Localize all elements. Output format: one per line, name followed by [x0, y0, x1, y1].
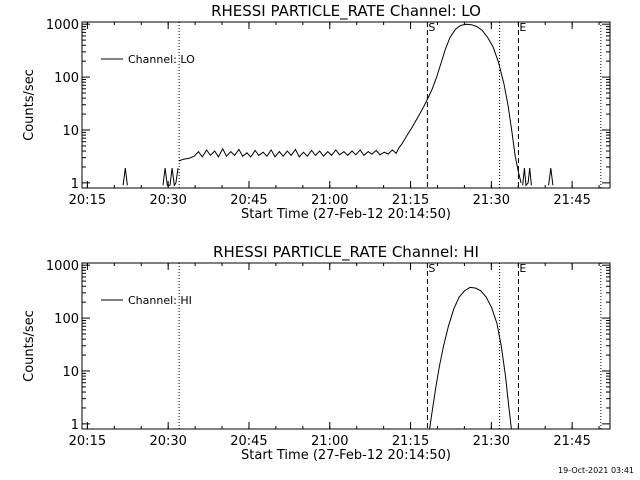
plot-frame: [81, 21, 611, 189]
x-tick-label: 20:15: [69, 434, 106, 449]
x-tick-label: 20:30: [149, 193, 186, 208]
y-tick-label: 100: [54, 312, 79, 327]
marker-label-e: E: [519, 21, 526, 34]
series-line: [178, 23, 522, 184]
generation-timestamp: 19-Oct-2021 03:41: [558, 466, 634, 475]
y-tick-label: 10: [62, 124, 79, 139]
x-tick-label: 21:00: [311, 434, 348, 449]
series-line: [162, 168, 179, 187]
y-tick-label: 10: [62, 365, 79, 380]
series-line: [122, 168, 128, 186]
x-tick-label: 21:15: [392, 434, 429, 449]
hi-channel-plot: RHESSI PARTICLE_RATE Channel: HI 20:15 20:…: [22, 243, 611, 463]
x-tick-label: 20:15: [69, 193, 106, 208]
x-tick-label: 21:45: [553, 193, 590, 208]
y-tick-label: 1000: [46, 18, 79, 33]
x-axis-label: Start Time (27-Feb-12 20:14:50): [241, 448, 451, 463]
y-axis-label: Counts/sec: [22, 69, 37, 141]
x-tick-label: 21:30: [473, 434, 510, 449]
y-tick-label: 1: [71, 177, 79, 192]
y-axis-label: Counts/sec: [22, 310, 37, 382]
marker-label-s: S: [428, 262, 435, 275]
chart-title: RHESSI PARTICLE_RATE Channel: LO: [211, 2, 481, 21]
marker-label-e: E: [519, 262, 526, 275]
series-line: [522, 168, 532, 187]
x-tick-label: 20:30: [149, 434, 186, 449]
x-tick-label: 21:30: [473, 193, 510, 208]
chart-title: RHESSI PARTICLE_RATE Channel: HI: [213, 243, 479, 262]
series-line: [429, 286, 512, 430]
x-axis-label: Start Time (27-Feb-12 20:14:50): [241, 207, 451, 222]
x-tick-label: 21:15: [392, 193, 429, 208]
y-tick-label: 100: [54, 71, 79, 86]
y-tick-label: 1000: [46, 259, 79, 274]
x-tick-label: 21:00: [311, 193, 348, 208]
series-line: [548, 168, 554, 186]
x-tick-label: 20:45: [230, 193, 267, 208]
legend-label: Channel: LO: [128, 53, 195, 66]
marker-label-s: S: [428, 21, 435, 34]
x-tick-label: 20:45: [230, 434, 267, 449]
plot-frame: [81, 262, 611, 430]
legend-label: Channel: HI: [128, 294, 192, 307]
x-tick-label: 21:45: [553, 434, 590, 449]
lo-channel-plot: RHESSI PARTICLE_RATE Channel: LO 20:15 20:…: [22, 2, 611, 222]
y-tick-label: 1: [71, 418, 79, 433]
